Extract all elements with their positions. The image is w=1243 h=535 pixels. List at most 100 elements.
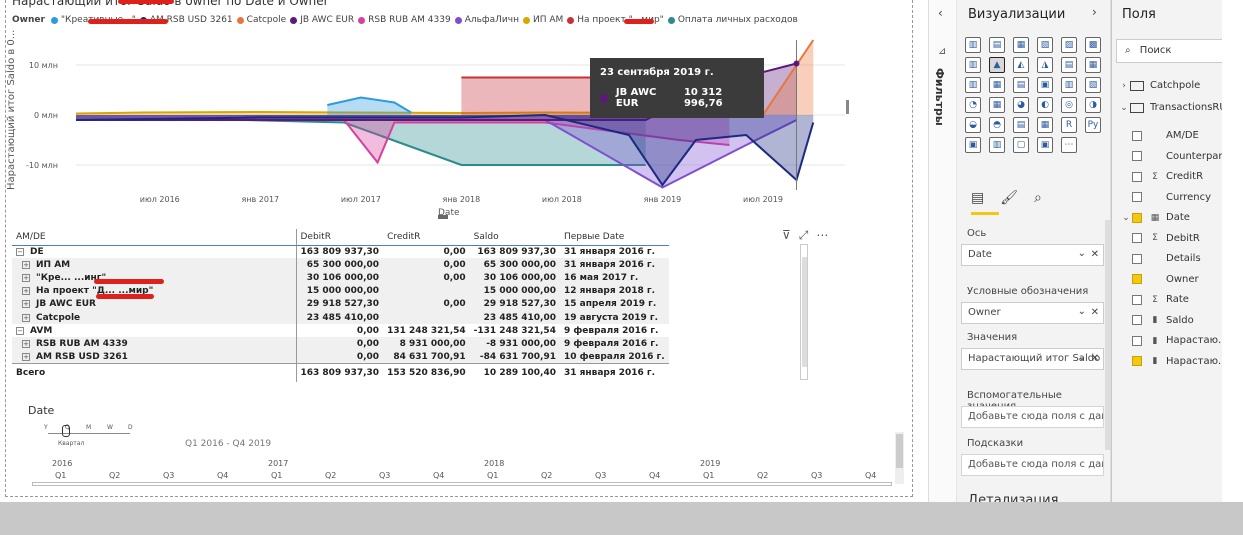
field-checkbox[interactable] xyxy=(1132,335,1142,346)
slicer-quarter-label[interactable]: Q1 xyxy=(271,471,283,480)
filled-map-icon[interactable]: ▦ xyxy=(989,97,1005,113)
remove-icon[interactable]: ✕ xyxy=(1090,249,1099,260)
more-visuals-icon[interactable]: ⋯ xyxy=(1061,137,1077,153)
decomposition-icon[interactable]: ▥ xyxy=(989,137,1005,153)
fields-search-input[interactable]: ⌕ Поиск xyxy=(1116,39,1243,63)
waterfall-icon[interactable]: ▥ xyxy=(965,77,981,93)
field-item[interactable]: Owner xyxy=(1120,274,1199,285)
field-checkbox[interactable] xyxy=(1132,192,1142,202)
expand-icon[interactable]: + xyxy=(22,260,30,269)
100-column-icon[interactable]: ▩ xyxy=(1085,37,1101,53)
field-item[interactable]: AM/DE xyxy=(1120,130,1199,141)
collapse-icon[interactable]: − xyxy=(16,326,24,335)
slicer-quarter-label[interactable]: Q2 xyxy=(325,471,337,480)
slicer-quarter-label[interactable]: Q3 xyxy=(811,471,823,480)
chevron-down-icon[interactable]: ⌄ xyxy=(1077,248,1086,259)
multi-card-icon[interactable]: ◑ xyxy=(1085,97,1101,113)
remove-icon[interactable]: ✕ xyxy=(1090,307,1099,318)
stacked-column-icon[interactable]: ▤ xyxy=(989,37,1005,53)
row-header-cell[interactable]: + ИП АМ xyxy=(12,258,297,272)
chevron-left-icon[interactable]: ‹ xyxy=(938,6,943,20)
field-item[interactable]: Σ DebitR xyxy=(1120,233,1200,244)
slicer-quarter-label[interactable]: Q1 xyxy=(487,471,499,480)
filters-label[interactable]: Фильтры xyxy=(933,68,946,126)
field-checkbox[interactable] xyxy=(1132,151,1142,161)
stacked-bar-icon[interactable]: ▥ xyxy=(965,37,981,53)
table-row[interactable]: − AVM 0,00 131 248 321,54 -131 248 321,54 9 ф… xyxy=(12,324,669,338)
focus-mode-icon[interactable]: ⤢ xyxy=(798,228,809,242)
area-chart-icon[interactable]: ▲ xyxy=(989,57,1005,73)
slicer-quarter-label[interactable]: Q3 xyxy=(163,471,175,480)
slicer-quarter-label[interactable]: Q1 xyxy=(703,471,715,480)
slicer-quarter-label[interactable]: Q3 xyxy=(379,471,391,480)
expand-icon[interactable]: + xyxy=(22,352,30,361)
field-item[interactable]: Currency xyxy=(1120,192,1211,203)
chevron-right-icon[interactable]: › xyxy=(1122,80,1126,91)
chevron-right-icon[interactable]: › xyxy=(1092,5,1097,19)
col-header-credit[interactable]: CreditR xyxy=(383,229,470,246)
table-row[interactable]: + Catcpole 23 485 410,00 23 485 410,00 19 ав… xyxy=(12,310,669,325)
pie-icon[interactable]: ▣ xyxy=(1037,77,1053,93)
donut-icon[interactable]: ▥ xyxy=(1061,77,1077,93)
treemap-icon[interactable]: ▧ xyxy=(1085,77,1101,93)
paint-roller-icon[interactable]: 🖌 xyxy=(1000,190,1019,206)
slicer-quarter-label[interactable]: Q1 xyxy=(55,471,67,480)
slicer-quarter-label[interactable]: Q4 xyxy=(217,471,229,480)
slicer-quarter-label[interactable]: Q4 xyxy=(865,471,877,480)
slicer-icon[interactable]: ◓ xyxy=(989,117,1005,133)
chevron-down-icon[interactable]: ⌄ xyxy=(1077,352,1086,363)
row-header-cell[interactable]: + AM RSB USD 3261 xyxy=(12,350,297,364)
chevron-down-icon[interactable]: ⌄ xyxy=(1120,102,1128,113)
table-node[interactable]: › Catchpole xyxy=(1118,80,1200,91)
col-header-amde[interactable]: AM/DE xyxy=(12,229,297,246)
field-checkbox[interactable] xyxy=(1132,212,1142,223)
line-column-icon[interactable]: ◮ xyxy=(1037,57,1053,73)
collapse-icon[interactable]: − xyxy=(16,247,24,256)
x-axis-scroll-handle[interactable] xyxy=(438,215,448,219)
funnel-chart-icon[interactable]: ▦ xyxy=(989,77,1005,93)
line-chart-icon[interactable]: ▥ xyxy=(965,57,981,73)
series-line[interactable] xyxy=(75,113,815,187)
series-line[interactable] xyxy=(243,119,646,166)
analytics-magnifier-icon[interactable]: ⌕ xyxy=(1034,190,1042,206)
field-checkbox[interactable] xyxy=(1132,233,1142,243)
row-header-cell[interactable]: + RSB RUB AM 4339 xyxy=(12,337,297,351)
clustered-column-icon[interactable]: ▧ xyxy=(1037,37,1053,53)
table-node[interactable]: ⌄ TransactionsRU xyxy=(1118,102,1226,113)
field-checkbox[interactable] xyxy=(1132,356,1142,366)
fields-tab-icon[interactable]: ▤ xyxy=(971,190,985,206)
level-year[interactable]: Y xyxy=(44,424,48,431)
row-header-cell[interactable]: Всего xyxy=(12,363,297,382)
field-checkbox[interactable] xyxy=(1132,315,1142,325)
granularity-selector[interactable]: Y Q M W D Квартал xyxy=(44,424,134,448)
granularity-handle[interactable] xyxy=(62,425,70,437)
table-row[interactable]: + JB AWC EUR 29 918 527,30 0,00 29 918 527,3… xyxy=(12,297,669,311)
level-week[interactable]: W xyxy=(107,424,113,431)
card-icon[interactable]: ◎ xyxy=(1061,97,1077,113)
shape-map-icon[interactable]: ◕ xyxy=(1013,97,1029,113)
well-field[interactable]: Добавьте сюда поля с дан... xyxy=(961,454,1104,476)
level-day[interactable]: D xyxy=(128,424,133,431)
table-row[interactable]: Всего 163 809 937,30 153 520 836,90 10 289 … xyxy=(12,363,669,382)
scroll-thumb[interactable] xyxy=(896,434,903,468)
field-item[interactable]: ▮ Нарастаю... xyxy=(1120,356,1228,367)
legend-item[interactable]: АльфаЛичн xyxy=(454,15,519,25)
legend-item[interactable]: RSB RUB AM 4339 xyxy=(358,15,451,25)
series-line[interactable] xyxy=(327,96,412,114)
filters-pane-collapsed[interactable]: ‹ ⊿ Фильтры xyxy=(928,0,957,502)
slicer-quarter-label[interactable]: Q2 xyxy=(541,471,553,480)
python-visual-icon[interactable]: Py xyxy=(1085,117,1101,133)
expand-icon[interactable]: + xyxy=(22,273,30,282)
table-row[interactable]: − DE 163 809 937,30 0,00 163 809 937,30 31 ян… xyxy=(12,245,669,259)
field-item[interactable]: Details xyxy=(1120,253,1201,264)
row-header-cell[interactable]: − DE xyxy=(12,245,297,259)
legend-item[interactable]: ИП АМ xyxy=(522,15,563,25)
field-item[interactable]: ▮ Saldo xyxy=(1120,315,1194,326)
expand-icon[interactable]: + xyxy=(22,300,30,309)
line-stacked-icon[interactable]: ▤ xyxy=(1061,57,1077,73)
table-row[interactable]: + На проект "Д... ...мир" 15 000 000,00 15 … xyxy=(12,284,669,298)
series-line[interactable] xyxy=(762,39,815,116)
table-row[interactable]: + ИП АМ 65 300 000,00 0,00 65 300 000,00 31 я… xyxy=(12,258,669,272)
expand-icon[interactable]: + xyxy=(22,287,30,296)
resize-handle[interactable] xyxy=(846,100,849,114)
